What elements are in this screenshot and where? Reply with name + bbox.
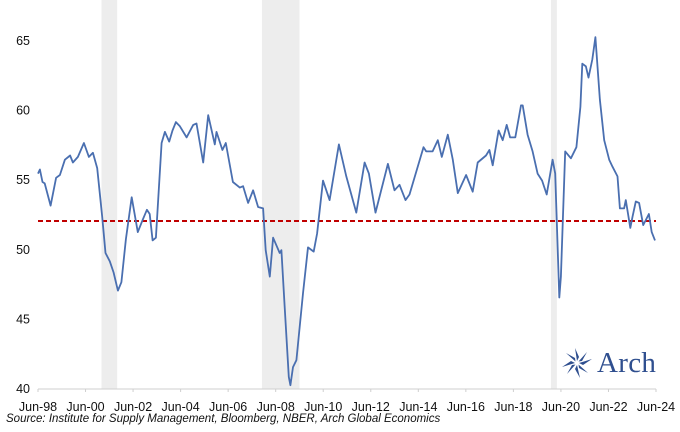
x-tick-label: Jun-18 — [494, 400, 532, 414]
x-tick-label: Jun-98 — [19, 400, 57, 414]
y-tick-label: 60 — [16, 104, 30, 118]
x-axis-ticks: Jun-98 Jun-00 Jun-02 Jun-04 Jun-06 Jun-08 Jun-… — [19, 389, 675, 414]
y-tick-label: 65 — [16, 34, 30, 48]
y-axis-ticks: 40 45 50 55 60 65 — [16, 34, 30, 396]
x-tick-label: Jun-02 — [114, 400, 152, 414]
y-tick-label: 40 — [16, 382, 30, 396]
x-tick-label: Jun-16 — [447, 400, 485, 414]
x-tick-label: Jun-08 — [257, 400, 295, 414]
x-tick-label: Jun-04 — [161, 400, 199, 414]
x-tick-label: Jun-14 — [399, 400, 437, 414]
recession-bands — [101, 0, 557, 389]
x-tick-label: Jun-00 — [66, 400, 104, 414]
y-tick-label: 45 — [16, 312, 30, 326]
x-tick-label: Jun-10 — [304, 400, 342, 414]
arch-star-icon — [562, 348, 592, 378]
y-tick-label: 50 — [16, 243, 30, 257]
logo-text: Arch — [597, 346, 657, 379]
series-line — [37, 36, 656, 387]
series-lines — [37, 36, 656, 387]
x-tick-label: Jun-22 — [589, 400, 627, 414]
x-tick-label: Jun-20 — [542, 400, 580, 414]
recession-band — [261, 0, 300, 389]
arch-logo: Arch — [560, 346, 656, 380]
x-tick-label: Jun-12 — [352, 400, 390, 414]
x-tick-label: Jun-06 — [209, 400, 247, 414]
source-note: Source: Institute for Supply Management,… — [6, 413, 441, 425]
recession-band — [550, 0, 557, 389]
recession-band — [101, 0, 118, 389]
x-tick-label: Jun-24 — [637, 400, 675, 414]
y-tick-label: 55 — [16, 173, 30, 187]
